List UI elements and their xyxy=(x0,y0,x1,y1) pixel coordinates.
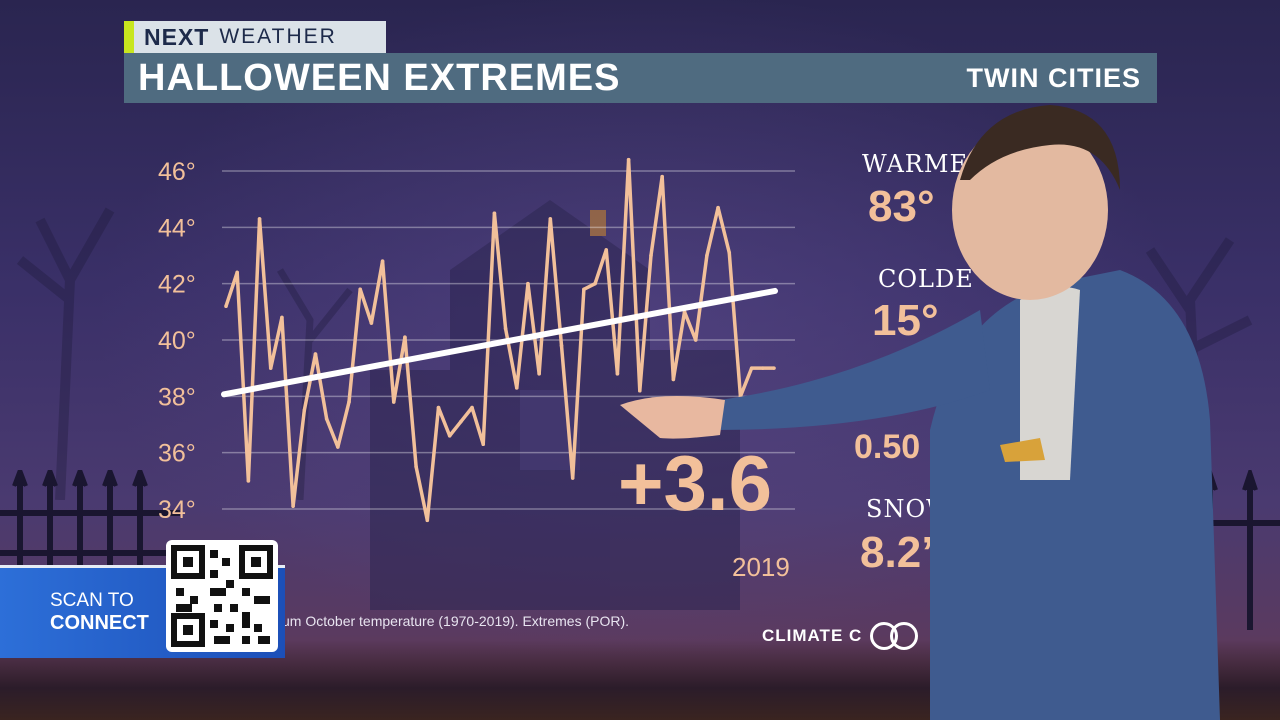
data-point-2019 xyxy=(772,366,776,370)
brand-logo: NEXT xyxy=(144,23,210,50)
qr-code-icon[interactable] xyxy=(166,540,278,652)
data-point-1978 xyxy=(313,352,318,356)
data-point-1970 xyxy=(224,304,228,309)
data-point-1972 xyxy=(246,479,251,483)
y-tick-label-40: 40° xyxy=(158,327,196,355)
y-tick-label-38: 38° xyxy=(158,383,196,411)
data-point-2018 xyxy=(761,366,765,370)
y-tick-label-44: 44° xyxy=(158,214,196,242)
data-point-2010 xyxy=(671,377,676,382)
data-point-2006 xyxy=(626,157,631,162)
series-line-0 xyxy=(224,157,774,523)
data-point-2002 xyxy=(582,287,586,292)
data-point-1976 xyxy=(291,504,295,508)
brand-section: WEATHER xyxy=(219,25,337,48)
climate-central-credit: CLIMATE C xyxy=(762,622,919,650)
presenter-figure xyxy=(620,105,1220,720)
data-point-1993 xyxy=(481,442,486,447)
data-point-2005 xyxy=(615,372,620,376)
data-point-1984 xyxy=(380,259,385,263)
trend-value: +3.6 xyxy=(618,439,772,527)
stat-value-precip: 0.50 xyxy=(854,428,921,466)
data-point-1975 xyxy=(280,315,284,320)
data-point-1981 xyxy=(347,400,351,404)
left-iron-fence xyxy=(0,470,180,590)
stat-label-coldest: COLDE xyxy=(878,265,974,293)
scan-line-1: SCAN TO xyxy=(50,590,134,611)
data-point-2000 xyxy=(559,343,564,348)
series-layer xyxy=(224,157,776,523)
y-tick-label-36: 36° xyxy=(158,440,196,468)
data-point-2008 xyxy=(649,253,653,258)
data-point-2003 xyxy=(593,281,597,286)
trend-line xyxy=(221,287,778,398)
data-point-1991 xyxy=(459,419,463,424)
stat-value-warmest: 83° xyxy=(868,182,935,231)
data-point-1994 xyxy=(492,211,497,216)
data-point-1987 xyxy=(414,464,418,469)
title-bar: HALLOWEEN EXTREMES TWIN CITIES xyxy=(124,53,1157,103)
data-point-2012 xyxy=(693,338,698,342)
brand-bar: NEXT WEATHER xyxy=(124,21,386,53)
end-year-label: 2019 xyxy=(732,552,790,582)
chart-footnote: um October temperature (1970-2019). Extr… xyxy=(282,613,630,629)
data-point-2001 xyxy=(570,476,575,480)
credit-logo-icon-2 xyxy=(890,622,919,650)
data-point-2007 xyxy=(637,388,642,393)
data-point-1971 xyxy=(235,270,239,275)
data-point-1973 xyxy=(257,217,262,221)
y-tick-label-46: 46° xyxy=(158,158,196,186)
data-point-1992 xyxy=(470,405,474,410)
y-axis-ticks: 34° 36° 38° 40° 42° 44° 46° xyxy=(158,158,196,524)
data-point-1998 xyxy=(537,372,541,376)
stat-value-snow: 8.2” xyxy=(860,528,944,577)
data-point-1999 xyxy=(548,217,553,221)
data-point-1977 xyxy=(302,408,307,413)
data-point-1979 xyxy=(324,417,329,421)
data-point-2004 xyxy=(604,248,609,252)
data-point-1989 xyxy=(436,405,441,410)
data-point-1988 xyxy=(425,518,430,523)
scan-text-block: SCAN TO CONNECT xyxy=(50,590,149,634)
location-label: TWIN CITIES xyxy=(966,62,1141,93)
data-point-1974 xyxy=(268,366,273,370)
data-point-1980 xyxy=(336,445,340,449)
data-point-1985 xyxy=(391,400,396,404)
data-point-1995 xyxy=(503,326,508,331)
data-point-1997 xyxy=(526,281,530,286)
data-point-1996 xyxy=(514,386,519,390)
y-tick-label-42: 42° xyxy=(158,271,196,299)
data-point-2017 xyxy=(749,366,754,370)
data-point-2013 xyxy=(705,253,709,258)
y-tick-label-34: 34° xyxy=(158,496,196,524)
data-point-1983 xyxy=(369,321,374,325)
data-point-1986 xyxy=(403,335,407,339)
brand-accent-stripe xyxy=(124,21,134,53)
scan-line-2: CONNECT xyxy=(50,612,149,634)
stat-value-coldest: 15° xyxy=(872,296,939,345)
data-point-1990 xyxy=(447,433,452,438)
trend-layer xyxy=(221,287,778,398)
page-title: HALLOWEEN EXTREMES xyxy=(138,56,621,99)
data-point-2014 xyxy=(716,205,720,210)
data-point-2009 xyxy=(660,174,664,179)
stat-label-warmest: WARME xyxy=(862,150,968,178)
data-point-2015 xyxy=(727,250,732,255)
credit-text: CLIMATE C xyxy=(762,626,863,645)
data-point-1982 xyxy=(358,287,363,292)
